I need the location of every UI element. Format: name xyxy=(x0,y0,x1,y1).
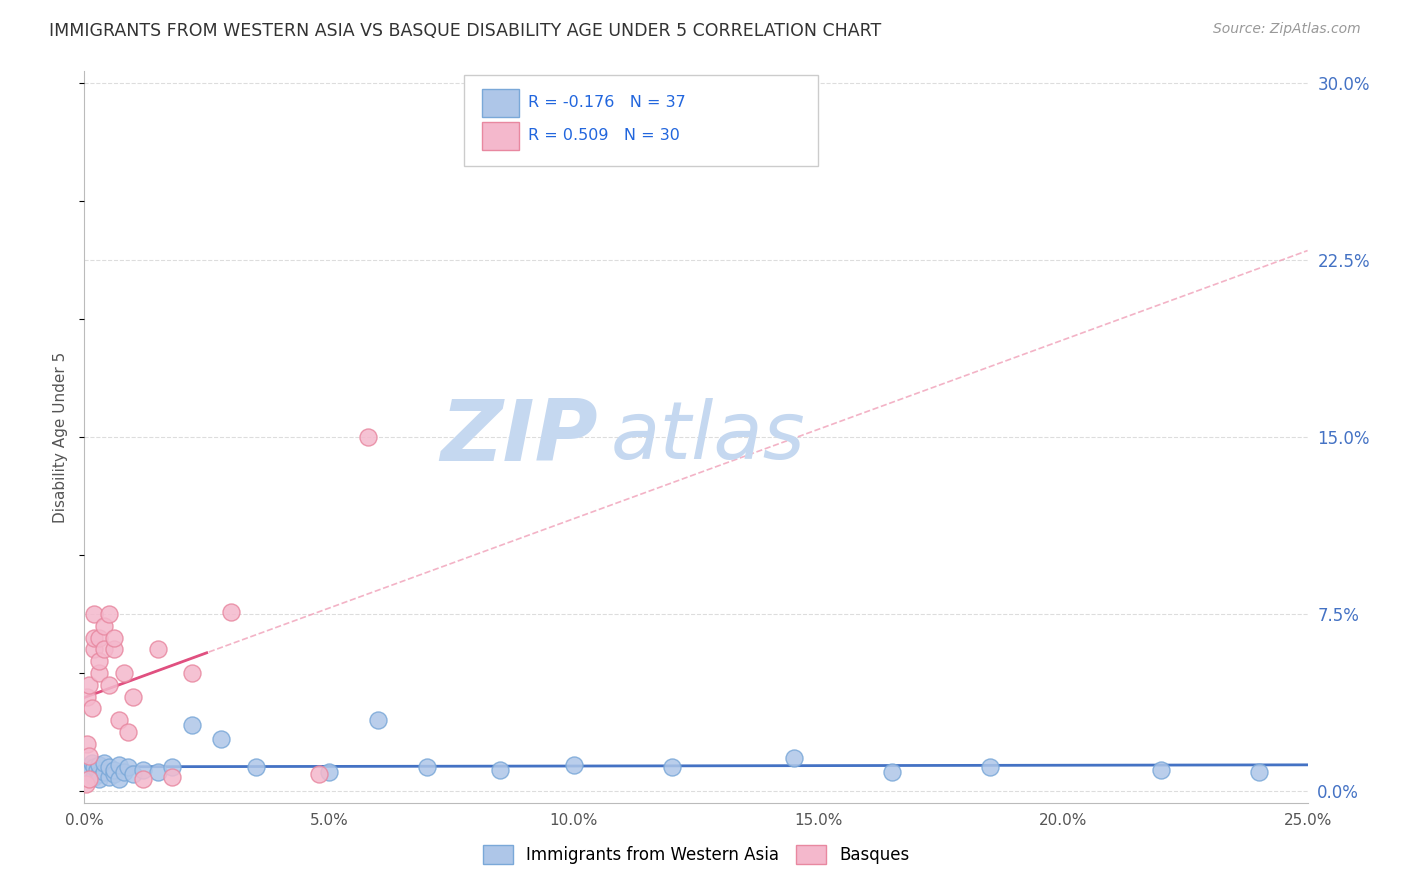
Text: R = -0.176   N = 37: R = -0.176 N = 37 xyxy=(529,95,686,111)
Text: Source: ZipAtlas.com: Source: ZipAtlas.com xyxy=(1213,22,1361,37)
Point xyxy=(76,760,98,774)
Point xyxy=(132,763,155,777)
Point xyxy=(308,767,330,781)
Point xyxy=(93,619,115,633)
Point xyxy=(103,642,125,657)
Point xyxy=(87,654,110,668)
Y-axis label: Disability Age Under 5: Disability Age Under 5 xyxy=(53,351,69,523)
Point xyxy=(93,756,115,770)
Legend: Immigrants from Western Asia, Basques: Immigrants from Western Asia, Basques xyxy=(482,845,910,864)
Point xyxy=(107,758,129,772)
Point xyxy=(162,770,184,784)
Point xyxy=(97,607,120,621)
Point xyxy=(146,642,169,657)
Point xyxy=(880,765,903,780)
Point xyxy=(93,642,115,657)
Point xyxy=(80,756,103,770)
Point xyxy=(83,770,105,784)
Point xyxy=(181,666,204,681)
Text: R = 0.509   N = 30: R = 0.509 N = 30 xyxy=(529,128,681,144)
Point xyxy=(132,772,155,787)
Point xyxy=(112,666,135,681)
Point xyxy=(979,760,1001,774)
FancyBboxPatch shape xyxy=(464,75,818,167)
Point xyxy=(122,690,145,704)
Point xyxy=(112,765,135,780)
Point xyxy=(83,631,105,645)
Point xyxy=(75,777,97,791)
Point xyxy=(77,678,100,692)
Point xyxy=(76,737,98,751)
Point xyxy=(245,760,267,774)
Point xyxy=(1150,763,1173,777)
Point xyxy=(318,765,340,780)
Point xyxy=(117,725,139,739)
Point xyxy=(77,748,100,763)
Point xyxy=(661,760,683,774)
Point xyxy=(219,605,242,619)
Point xyxy=(76,690,98,704)
Point xyxy=(562,758,585,772)
Point xyxy=(87,772,110,787)
Point xyxy=(87,758,110,772)
Point xyxy=(209,732,232,747)
Point xyxy=(77,772,100,787)
Point xyxy=(103,763,125,777)
Point xyxy=(87,631,110,645)
Text: ZIP: ZIP xyxy=(440,395,598,479)
FancyBboxPatch shape xyxy=(482,122,519,150)
Point xyxy=(87,767,110,781)
Point xyxy=(117,760,139,774)
Point xyxy=(489,763,512,777)
Point xyxy=(146,765,169,780)
Text: IMMIGRANTS FROM WESTERN ASIA VS BASQUE DISABILITY AGE UNDER 5 CORRELATION CHART: IMMIGRANTS FROM WESTERN ASIA VS BASQUE D… xyxy=(49,22,882,40)
Point xyxy=(83,607,105,621)
Point xyxy=(181,718,204,732)
Point xyxy=(87,666,110,681)
Point xyxy=(107,772,129,787)
Point xyxy=(122,767,145,781)
Point xyxy=(80,701,103,715)
Point xyxy=(97,760,120,774)
Point xyxy=(367,713,389,727)
Point xyxy=(77,765,100,780)
Point xyxy=(97,678,120,692)
Point xyxy=(162,760,184,774)
Point xyxy=(107,713,129,727)
Point xyxy=(357,430,380,444)
FancyBboxPatch shape xyxy=(482,89,519,117)
Point xyxy=(97,770,120,784)
Point xyxy=(93,765,115,780)
Point xyxy=(83,760,105,774)
Point xyxy=(416,760,439,774)
Point xyxy=(1247,765,1270,780)
Point xyxy=(83,642,105,657)
Point xyxy=(783,751,806,765)
Text: atlas: atlas xyxy=(610,398,806,476)
Point xyxy=(103,631,125,645)
Point xyxy=(103,767,125,781)
Point xyxy=(86,763,108,777)
